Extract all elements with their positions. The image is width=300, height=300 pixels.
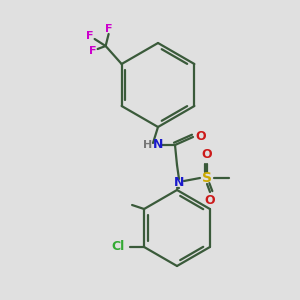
Text: S: S — [202, 171, 212, 185]
Text: O: O — [202, 148, 212, 161]
Text: H: H — [143, 140, 153, 150]
Text: F: F — [86, 31, 93, 41]
Text: F: F — [105, 24, 112, 34]
Text: O: O — [205, 194, 215, 208]
Text: Cl: Cl — [112, 241, 125, 254]
Text: N: N — [153, 139, 163, 152]
Text: N: N — [174, 176, 184, 190]
Text: O: O — [196, 130, 206, 142]
Text: F: F — [89, 46, 96, 56]
